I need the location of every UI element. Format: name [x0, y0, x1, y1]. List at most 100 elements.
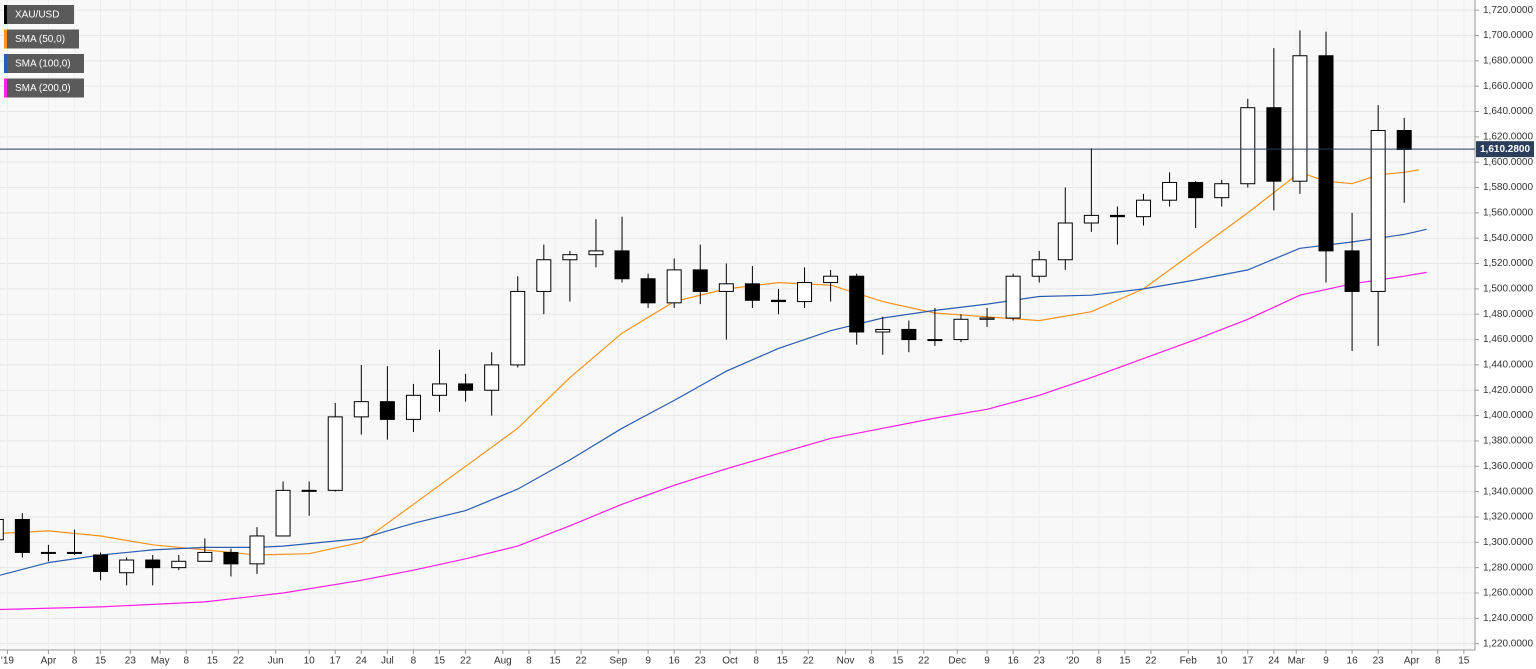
x-tick-label: 22: [918, 656, 930, 667]
plot-background: [0, 0, 1475, 650]
y-tick-label: 1,680.0000: [1483, 55, 1533, 66]
y-tick-label: 1,420.0000: [1483, 385, 1533, 396]
y-tick-label: 1,520.0000: [1483, 258, 1533, 269]
x-tick-label: '20: [1066, 656, 1079, 667]
candle-body: [1031, 259, 1047, 277]
candle-body: [666, 269, 682, 304]
legend-label: SMA (200,0): [15, 83, 71, 94]
candle-body: [718, 283, 734, 292]
candle-body: [1318, 55, 1334, 252]
y-tick-label: 1,540.0000: [1483, 233, 1533, 244]
candle-body: [1005, 275, 1021, 319]
candle-body: [562, 254, 578, 261]
x-tick-label: 8: [1096, 656, 1102, 667]
x-tick-label: '19: [1, 656, 14, 667]
candle-body: [66, 551, 82, 554]
x-tick-label: 15: [434, 656, 446, 667]
x-tick-label: 23: [125, 656, 137, 667]
candle-body: [536, 259, 552, 292]
price-label-box: [1476, 141, 1534, 158]
x-tick-label: 16: [1347, 656, 1359, 667]
y-tick-label: 1,280.0000: [1483, 562, 1533, 573]
x-tick-label: 10: [304, 656, 316, 667]
x-tick-label: Dec: [948, 656, 966, 667]
x-tick-label: 8: [1435, 656, 1441, 667]
x-tick-label: 8: [753, 656, 759, 667]
candle-body: [1292, 55, 1308, 182]
candle-body: [14, 518, 30, 553]
y-tick-label: 1,700.0000: [1483, 30, 1533, 41]
y-tick-label: 1,460.0000: [1483, 334, 1533, 345]
x-tick-label: 24: [356, 656, 368, 667]
x-tick-label: 8: [72, 656, 78, 667]
legend-swatch: [4, 54, 7, 73]
candle-body: [1240, 107, 1256, 185]
candle-body: [249, 535, 265, 565]
x-tick-label: 22: [460, 656, 472, 667]
candle-body: [405, 394, 421, 420]
x-tick-label: 23: [695, 656, 707, 667]
legend-label: XAU/USD: [15, 10, 59, 21]
legend-label: SMA (100,0): [15, 59, 71, 70]
candle-body: [353, 401, 369, 418]
x-tick-label: 15: [892, 656, 904, 667]
candle-body: [301, 489, 317, 492]
x-tick-label: 16: [1008, 656, 1020, 667]
candle-body: [1188, 181, 1204, 199]
legend-box: [4, 5, 74, 24]
x-tick-label: Apr: [1404, 656, 1420, 667]
y-tick-label: 1,720.0000: [1483, 5, 1533, 16]
candle-body: [223, 551, 239, 565]
x-tick-label: May: [151, 656, 170, 667]
candle-body: [1109, 214, 1125, 218]
x-tick-label: 23: [1373, 656, 1385, 667]
x-tick-label: 17: [330, 656, 342, 667]
y-tick-label: 1,560.0000: [1483, 208, 1533, 219]
x-tick-label: 22: [233, 656, 245, 667]
x-tick-label: 22: [575, 656, 587, 667]
candle-body: [953, 318, 969, 341]
x-tick-label: Sep: [609, 656, 627, 667]
y-tick-label: 1,320.0000: [1483, 512, 1533, 523]
sma-line: [0, 228, 1427, 576]
candle-body: [1266, 107, 1282, 182]
candle-body: [171, 560, 187, 569]
y-tick-label: 1,400.0000: [1483, 410, 1533, 421]
x-tick-label: 8: [869, 656, 875, 667]
candle-body: [823, 275, 839, 284]
legend-swatch: [4, 29, 7, 49]
x-tick-label: 24: [1268, 656, 1280, 667]
x-tick-label: Feb: [1180, 656, 1198, 667]
candle-body: [744, 283, 760, 301]
candle-body: [640, 278, 656, 304]
y-tick-label: 1,640.0000: [1483, 106, 1533, 117]
x-tick-label: 15: [549, 656, 561, 667]
candle-body: [927, 339, 943, 342]
x-tick-label: Apr: [41, 656, 57, 667]
candle-body: [432, 383, 448, 396]
candle-body: [770, 299, 786, 303]
y-tick-label: 1,220.0000: [1483, 638, 1533, 649]
x-tick-label: 22: [803, 656, 815, 667]
x-tick-label: 8: [183, 656, 189, 667]
x-tick-label: Aug: [494, 656, 512, 667]
x-tick-label: Oct: [722, 656, 738, 667]
x-tick-label: 10: [1216, 656, 1228, 667]
y-tick-label: 1,480.0000: [1483, 309, 1533, 320]
candle-body: [1162, 181, 1178, 201]
candle-body: [275, 489, 291, 537]
candle-body: [197, 551, 213, 562]
x-tick-label: Mar: [1288, 656, 1306, 667]
candle-body: [1057, 222, 1073, 261]
x-tick-label: Jul: [381, 656, 394, 667]
legend-swatch: [4, 78, 7, 98]
y-tick-label: 1,600.0000: [1483, 157, 1533, 168]
legend-box: [4, 54, 84, 73]
candle-body: [979, 317, 995, 320]
x-tick-label: 15: [1119, 656, 1131, 667]
candle-body: [93, 554, 109, 572]
x-tick-label: 9: [1323, 656, 1329, 667]
x-tick-label: 9: [645, 656, 651, 667]
